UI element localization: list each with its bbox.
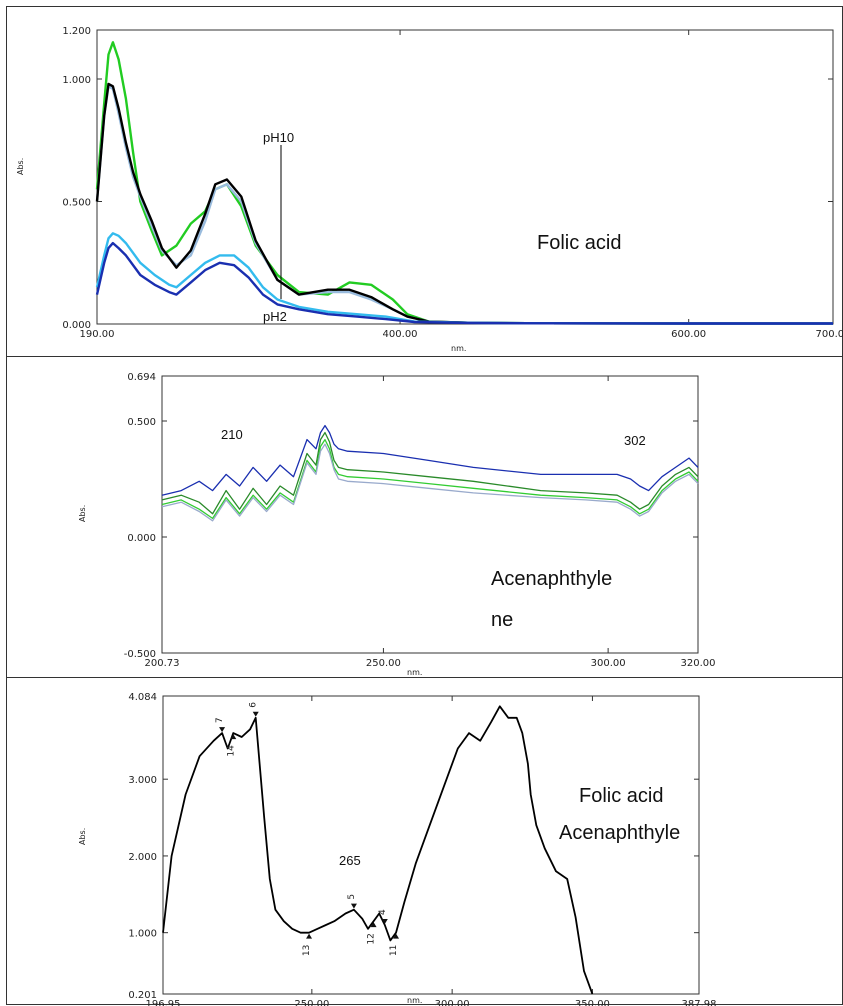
x-tick-label: 400.00 [383, 329, 418, 340]
chart-panel-acenaphthylene: -0.500 0.000 0.500 0.694 200.73 250.00 300.00 3… [6, 356, 843, 678]
series-line-3 [95, 232, 833, 325]
peak-label: 12 [367, 933, 377, 944]
peak-marker [230, 734, 237, 740]
x-tick-label: 387.98 [682, 999, 717, 1006]
x-axis-title: nm. [407, 996, 422, 1005]
peak-marker [252, 711, 259, 717]
peak-label: 7 [215, 717, 225, 723]
x-tick-label: 600.00 [671, 329, 706, 340]
sample-label-line2: ne [491, 609, 513, 631]
y-tick-label: 0.000 [127, 533, 156, 544]
series-line-2 [161, 438, 699, 520]
peak-marker [306, 933, 313, 939]
y-tick-label: -0.500 [124, 649, 156, 660]
peak-marker [381, 919, 388, 925]
x-tick-label: 350.00 [575, 999, 610, 1006]
series-group [162, 705, 594, 995]
y-tick-label: 4.084 [128, 692, 157, 703]
peak-marker [370, 922, 377, 928]
peak-labels-group: 7 14 6 13 5 12 4 11 [215, 702, 400, 956]
x-tick-label: 190.00 [80, 329, 115, 340]
peak-marker [219, 727, 226, 733]
y-axis-title: Abs. [78, 505, 87, 522]
sample-label-line2: Acenaphthyle [559, 822, 680, 844]
y-tick-label: 1.000 [62, 75, 91, 86]
plot-frame [96, 29, 834, 325]
peak-label: 6 [249, 702, 259, 708]
chart-svg-1: 0.000 0.500 1.000 1.200 190.00 400.00 600.00 70… [16, 26, 843, 353]
annotation-ph10: pH10 [263, 130, 294, 145]
y-tick-label: 0.000 [62, 320, 91, 331]
peak-label: 14 [226, 745, 236, 757]
series-group [95, 41, 833, 325]
y-axis-title: Abs. [78, 828, 87, 845]
x-axis-title: nm. [407, 668, 422, 677]
series-line-0 [161, 424, 699, 496]
y-tick-label: 0.201 [128, 990, 157, 1001]
series-line-0 [95, 41, 833, 325]
series-line-3 [161, 443, 699, 522]
annotation-210: 210 [221, 427, 243, 442]
chart-panel-folic-acid: 0.000 0.500 1.000 1.200 190.00 400.00 600.00 70… [6, 6, 843, 357]
x-tick-label: 250.00 [366, 658, 401, 669]
y-tick-label: 3.000 [128, 775, 157, 786]
y-tick-label: 0.500 [127, 417, 156, 428]
chart-panel-mixture: 0.201 1.000 2.000 3.000 4.084 196.95 250.00 300… [6, 677, 843, 1006]
peak-label: 13 [302, 945, 312, 956]
plot-frame [162, 695, 700, 995]
peak-label: 4 [378, 909, 388, 915]
annotation-ph2: pH2 [263, 309, 287, 324]
x-tick-label: 320.00 [681, 658, 716, 669]
annotation-265: 265 [339, 853, 361, 868]
series-group [161, 424, 699, 522]
series-line-4 [95, 241, 833, 325]
x-tick-label: 700.00 [816, 329, 843, 340]
x-tick-label: 300.00 [591, 658, 626, 669]
chart-svg-2: -0.500 0.000 0.500 0.694 200.73 250.00 300.00 3… [78, 372, 716, 677]
sample-label: Folic acid [537, 232, 621, 254]
peak-marker [393, 933, 400, 939]
y-tick-label: 1.000 [128, 929, 157, 940]
y-tick-label: 2.000 [128, 852, 157, 863]
tick-group: 0.201 1.000 2.000 3.000 4.084 196.95 250.00 300… [128, 692, 716, 1006]
series-line-2 [95, 82, 833, 325]
peak-label: 11 [389, 945, 399, 956]
series-line-1 [161, 431, 699, 515]
y-tick-label: 1.200 [62, 26, 91, 37]
chart-svg-3: 0.201 1.000 2.000 3.000 4.084 196.95 250.00 300… [78, 692, 717, 1006]
x-tick-label: 196.95 [146, 999, 181, 1006]
x-tick-label: 300.00 [435, 999, 470, 1006]
series-line-0 [162, 705, 594, 995]
sample-label: Acenaphthyle [491, 568, 612, 590]
x-axis-title: nm. [451, 344, 466, 353]
y-tick-label: 0.500 [62, 198, 91, 209]
sample-label: Folic acid [579, 785, 663, 807]
x-tick-label: 200.73 [145, 658, 180, 669]
y-tick-label: 0.694 [127, 372, 156, 383]
y-axis-title: Abs. [16, 158, 25, 175]
sample-label-clip: ne [491, 609, 513, 631]
x-tick-label: 250.00 [294, 999, 329, 1006]
peak-marker [350, 903, 357, 909]
plot-frame [161, 375, 699, 654]
peak-label: 5 [347, 894, 357, 900]
annotation-302: 302 [624, 433, 646, 448]
tick-group: -0.500 0.000 0.500 0.694 200.73 250.00 300.00 3… [124, 372, 716, 669]
